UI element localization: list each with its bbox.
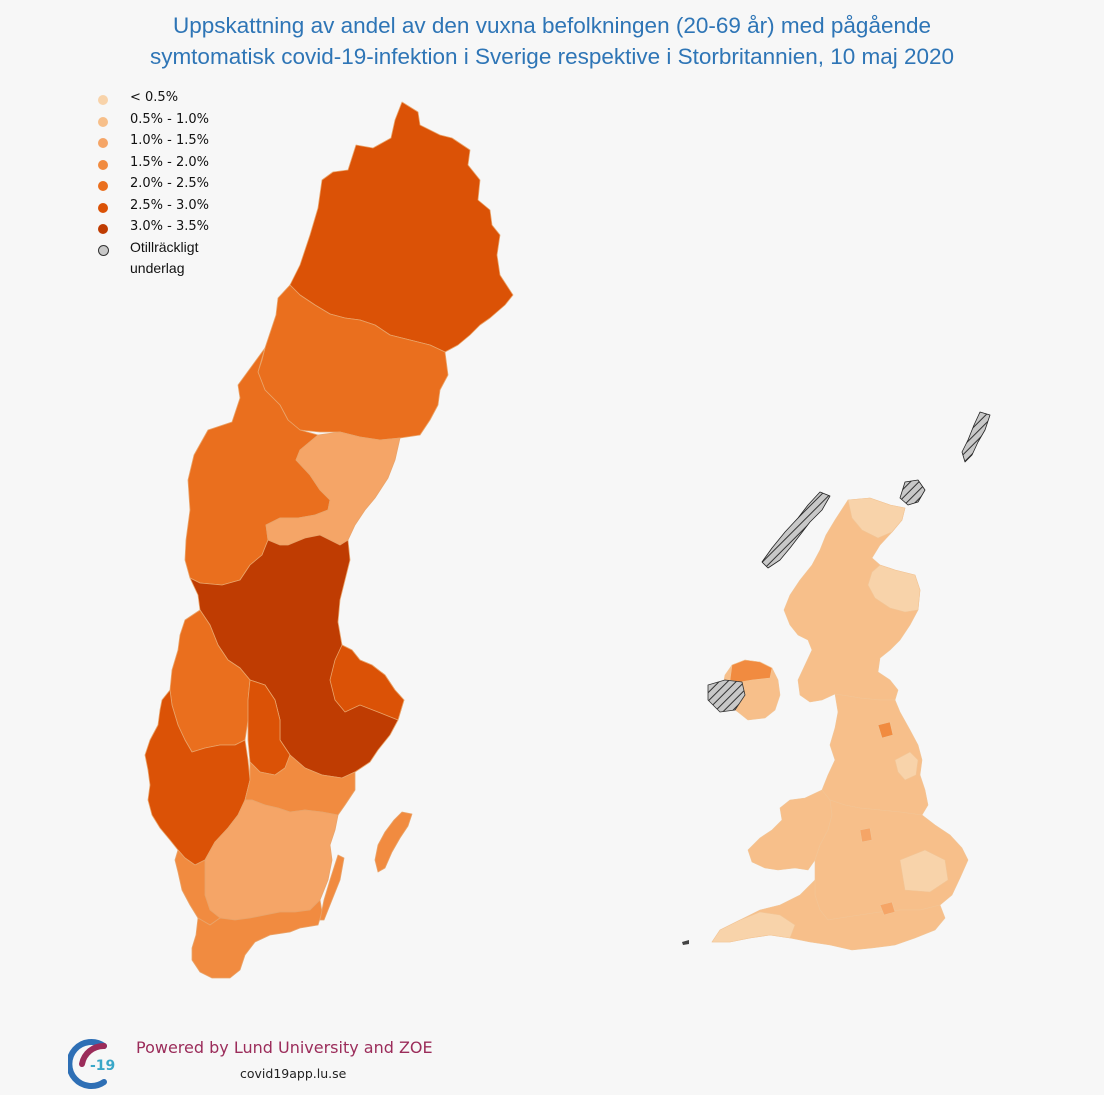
legend-swatch-hatched	[98, 244, 109, 256]
legend-swatch	[98, 138, 108, 148]
region-yorkshire-light	[894, 751, 919, 781]
legend-label: Otillräckligt underlag	[130, 238, 199, 276]
legend-label: < 0.5%	[130, 90, 179, 105]
region-scotland-highland	[847, 497, 906, 539]
c19-logo: -19	[66, 1038, 130, 1095]
legend-label: 2.5% - 3.0%	[130, 197, 210, 213]
title-line-2: symtomatisk covid-19-infektion i Sverige…	[149, 44, 955, 69]
c19-logo-icon: -19	[66, 1039, 115, 1089]
region-oland	[319, 854, 345, 921]
legend-swatch	[98, 159, 108, 170]
legend-swatch	[98, 116, 108, 127]
logo-text: -19	[90, 1058, 115, 1074]
region-scilly	[682, 940, 689, 945]
region-hotspot-2	[859, 827, 873, 843]
region-skane	[191, 899, 323, 979]
title-line-1: Uppskattning av andel av den vuxna befol…	[172, 13, 932, 38]
legend-swatch	[98, 181, 108, 191]
legend-swatch	[98, 202, 108, 213]
uk-map	[682, 411, 991, 951]
legend-label: 1.0% - 1.5%	[130, 133, 210, 148]
region-vasterbotten	[257, 284, 449, 441]
region-southwest	[711, 911, 796, 943]
region-uppsala	[329, 644, 405, 721]
region-ni-orange	[729, 659, 773, 683]
region-gotland	[374, 811, 413, 873]
map-title: Uppskattning av andel av den vuxna befol…	[0, 10, 1104, 72]
legend-label: 0.5% - 1.0%	[130, 111, 210, 127]
region-orkney	[899, 479, 926, 506]
legend-swatch	[98, 224, 108, 234]
powered-by-text: Powered by Lund University and ZOE	[136, 1038, 433, 1057]
region-east-light	[899, 849, 949, 893]
legend-label: 1.5% - 2.0%	[130, 154, 210, 170]
region-shetland	[961, 411, 991, 463]
sweden-map	[144, 101, 514, 979]
legend-label: 2.0% - 2.5%	[130, 176, 210, 191]
region-ni-insufficient	[707, 679, 746, 713]
website-url: covid19app.lu.se	[240, 1066, 347, 1081]
region-scotland-east	[867, 564, 921, 613]
legend-label: 3.0% - 3.5%	[130, 219, 210, 234]
region-hebrides	[761, 491, 831, 569]
region-hotspot-3	[879, 901, 896, 916]
region-hotspot-1	[877, 721, 894, 739]
legend-swatch	[98, 95, 108, 105]
